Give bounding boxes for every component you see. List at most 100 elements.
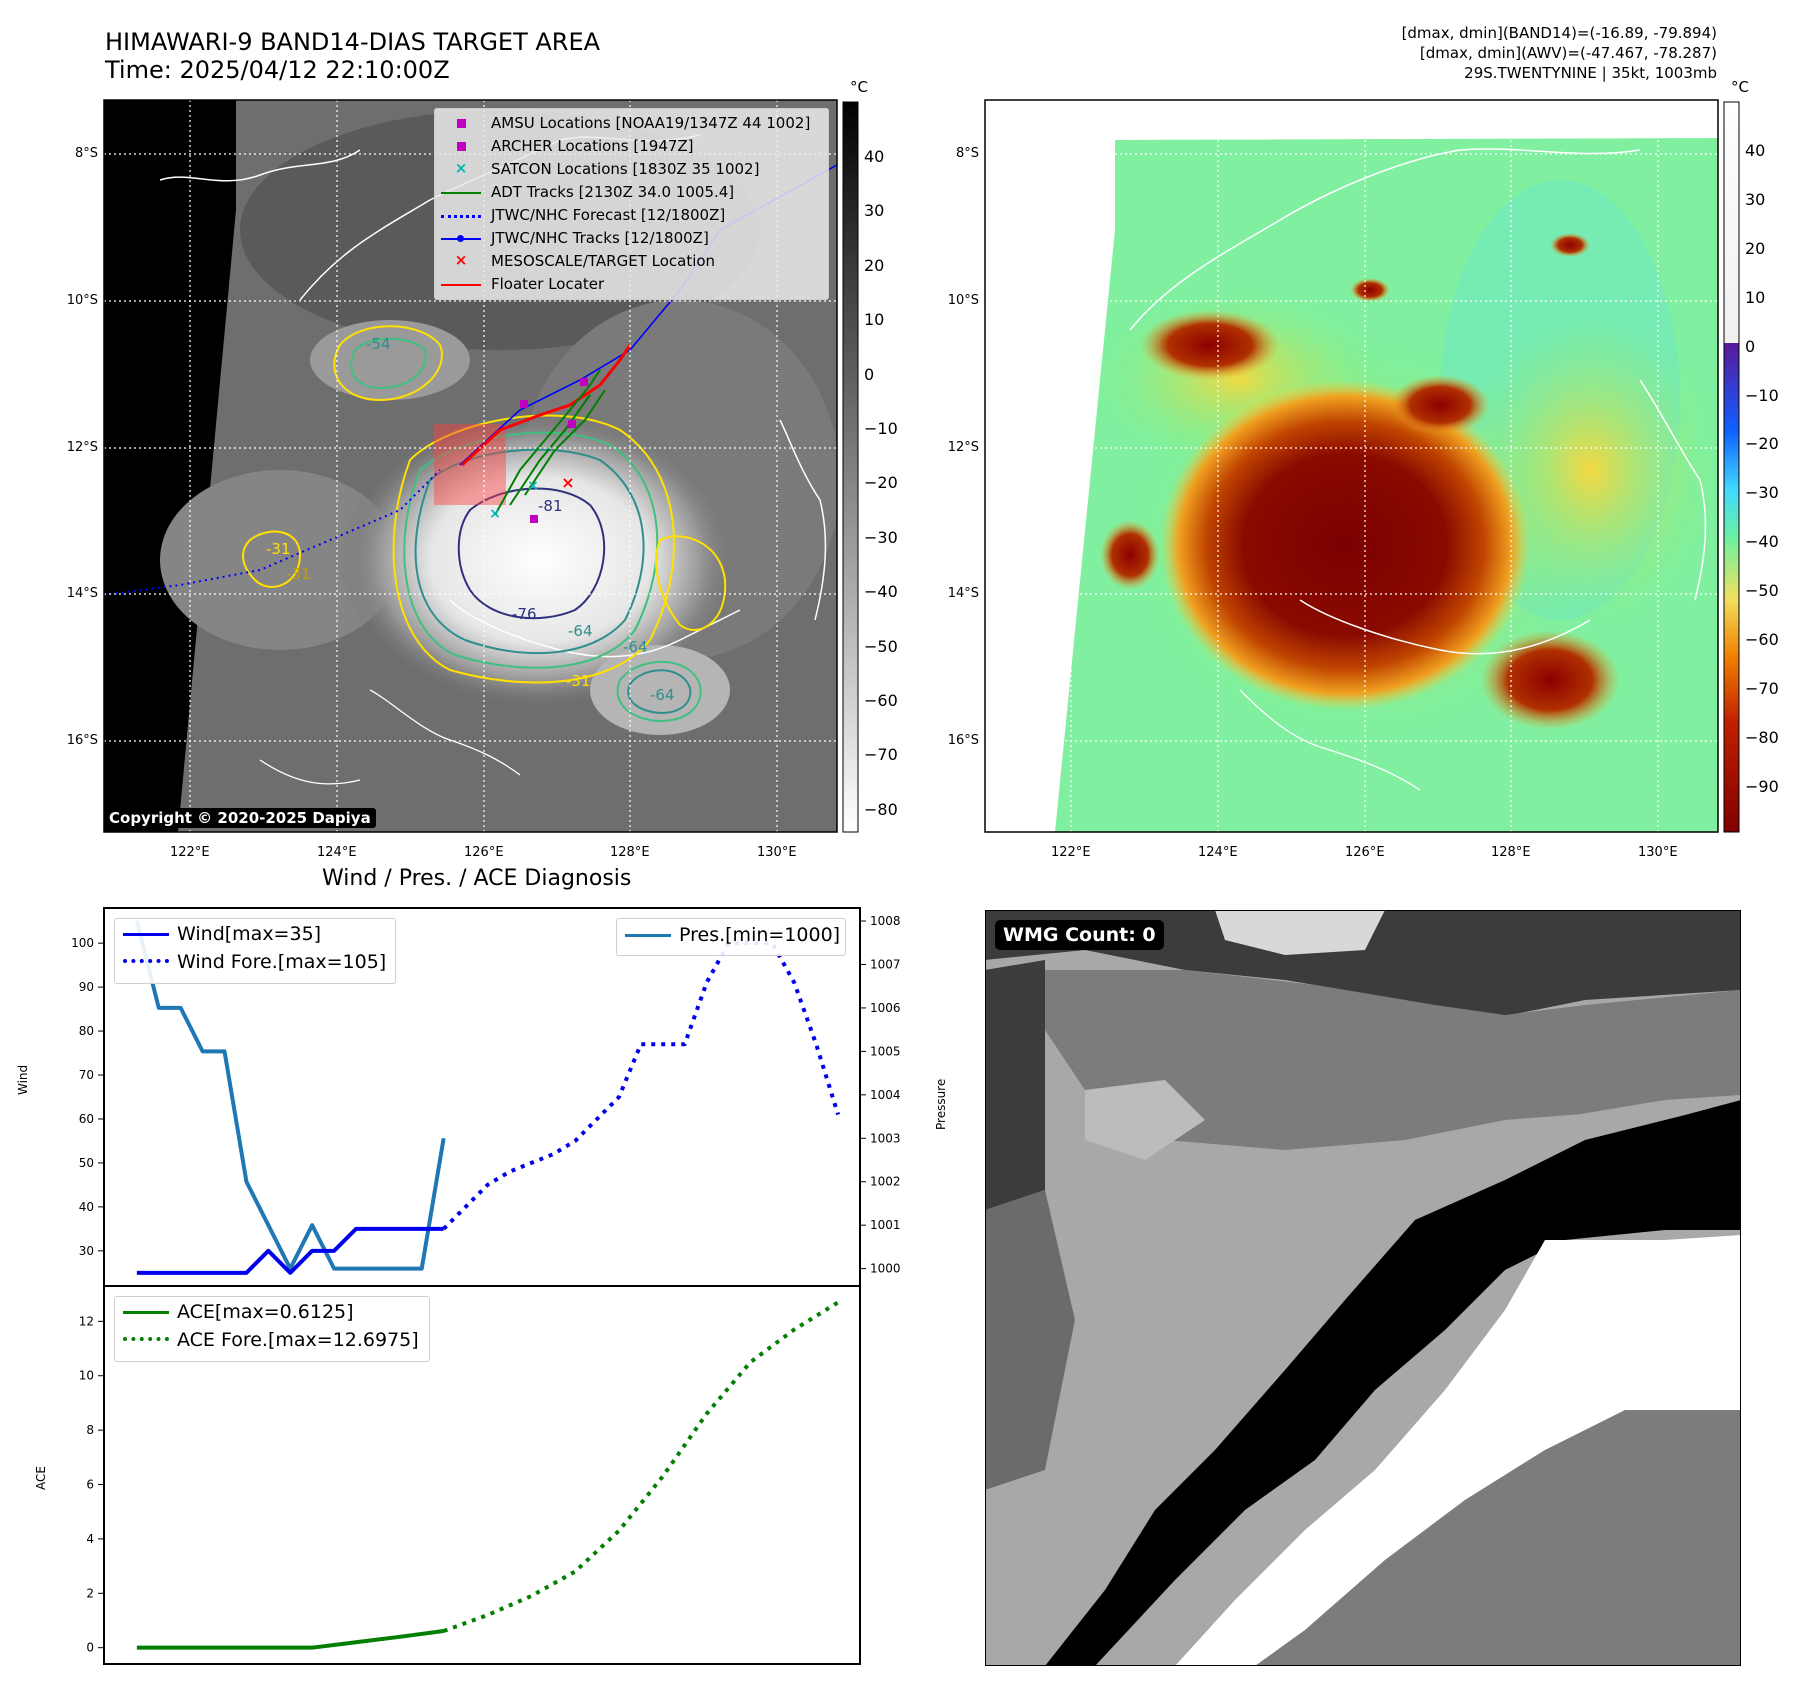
- track-legend-marker: [441, 215, 481, 218]
- colorbar-tick-label: −40: [1745, 532, 1779, 552]
- svg-text:×: ×: [527, 478, 539, 494]
- lon-tick-label: 122°E: [1051, 845, 1091, 860]
- ace-ylabel: ACE: [34, 1466, 48, 1490]
- contour-label: -31: [266, 540, 291, 558]
- pressure-axis-tick-label: 1006: [870, 1001, 900, 1015]
- colorbar-tick-label: −20: [1745, 434, 1779, 454]
- ace-legend: ACE[max=0.6125] ACE Fore.[max=12.6975]: [114, 1296, 430, 1362]
- info-awv-range: [dmax, dmin](AWV)=(-47.467, -78.287): [1419, 44, 1717, 62]
- pressure-ylabel: Pressure: [934, 1078, 948, 1130]
- track-legend-marker: [441, 284, 481, 286]
- track-legend-label: JTWC/NHC Tracks [12/1800Z]: [491, 229, 709, 247]
- colorbar-tick-label: −30: [1745, 483, 1779, 503]
- ace-axis-tick-label: 0: [86, 1641, 94, 1655]
- wind-axis-tick-label: 90: [79, 980, 94, 994]
- track-legend-item: ARCHER Locations [1947Z]: [441, 136, 826, 158]
- info-storm: 29S.TWENTYNINE | 35kt, 1003mb: [1464, 64, 1717, 82]
- series-line-ace-fore-max-: [442, 1300, 840, 1633]
- colorbar-tick-label: 0: [864, 364, 875, 384]
- contour-label: -64: [568, 622, 593, 640]
- pressure-axis-tick-label: 1001: [870, 1218, 900, 1232]
- lon-tick-label: 128°E: [610, 845, 650, 860]
- colorbar-tick-label: −10: [864, 419, 898, 438]
- contour-label: -64: [650, 686, 675, 704]
- track-legend-label: ARCHER Locations [1947Z]: [491, 137, 694, 155]
- ace-axis-tick-label: 2: [86, 1586, 94, 1600]
- colorbar-tick-label: −80: [1745, 727, 1779, 747]
- right-colorbar-ticks: 40 30 20 10 0 −10 −20 −30 −40 −50 −60 −70 −80 −90: [1743, 100, 1793, 830]
- colorbar-tick-label: 0: [1745, 336, 1756, 356]
- track-legend-label: ADT Tracks [2130Z 34.0 1005.4]: [491, 183, 735, 201]
- pressure-legend-label: Pres.[min=1000]: [679, 924, 841, 946]
- colorbar-tick-label: 10: [1745, 287, 1766, 307]
- pressure-axis-tick-label: 1000: [870, 1262, 900, 1276]
- diagnosis-title: Wind / Pres. / ACE Diagnosis: [322, 866, 632, 891]
- lon-tick-label: 126°E: [1345, 845, 1385, 860]
- lat-tick-label: 10°S: [66, 293, 98, 308]
- awv-map-panel: [984, 99, 1740, 833]
- track-legend-label: AMSU Locations [NOAA19/1347Z 44 1002]: [491, 114, 811, 132]
- contour-label: -81: [538, 497, 563, 515]
- track-legend-marker: [441, 119, 481, 128]
- colorbar-tick-label: −50: [1745, 581, 1779, 601]
- lat-tick-label: 10°S: [947, 293, 979, 308]
- colorbar-tick-label: −70: [1745, 678, 1779, 698]
- series-line-wind-max-: [136, 1226, 444, 1275]
- lon-tick-label: 122°E: [170, 845, 210, 860]
- info-band14-range: [dmax, dmin](BAND14)=(-16.89, -79.894): [1401, 24, 1717, 42]
- track-legend-item: ADT Tracks [2130Z 34.0 1005.4]: [441, 182, 826, 204]
- series-line-wind-fore-max-: [442, 941, 840, 1231]
- lat-tick-label: 16°S: [66, 733, 98, 748]
- series-line-ace-max-: [136, 1629, 444, 1650]
- ace-axis-tick-label: 4: [86, 1532, 94, 1546]
- colorbar-tick-label: 30: [864, 201, 885, 221]
- colorbar-tick-label: −50: [864, 636, 898, 656]
- wind-axis-tick-label: 60: [79, 1112, 94, 1126]
- lat-tick-label: 12°S: [66, 440, 98, 455]
- track-legend-item: JTWC/NHC Tracks [12/1800Z]: [441, 228, 826, 250]
- lon-tick-label: 130°E: [1638, 845, 1678, 860]
- wind-ylabel: Wind: [16, 1064, 30, 1095]
- colorbar-tick-label: 30: [1745, 189, 1766, 209]
- diagnosis-chart: 3040506070809010010001001100210031004100…: [71, 907, 900, 1665]
- pressure-axis-tick-label: 1008: [870, 914, 900, 928]
- track-legend-item: Floater Locater: [441, 274, 826, 296]
- copyright-label: Copyright © 2020-2025 Dapiya: [104, 808, 376, 828]
- figure-time: Time: 2025/04/12 22:10:00Z: [105, 56, 450, 84]
- colorbar-tick-label: −30: [864, 527, 898, 547]
- lon-tick-label: 126°E: [464, 845, 504, 860]
- wind-axis-tick-label: 40: [79, 1200, 94, 1214]
- colorbar-tick-label: 40: [864, 147, 885, 166]
- lat-tick-label: 14°S: [947, 586, 979, 601]
- colorbar-tick-label: −60: [864, 691, 898, 710]
- right-colorbar-unit: °C: [1731, 78, 1749, 96]
- colorbar-tick-label: 10: [864, 310, 885, 330]
- left-colorbar-ticks: 40 30 20 10 0 −10 −20 −30 −40 −50 −60 −70 −80: [862, 100, 912, 830]
- track-legend-marker: [441, 142, 481, 151]
- ace-axis-tick-label: 6: [86, 1478, 94, 1492]
- pressure-axis-tick-label: 1003: [870, 1131, 900, 1145]
- track-legend-marker: ×: [454, 159, 468, 177]
- lat-tick-label: 8°S: [74, 146, 98, 161]
- wind-axis-tick-label: 100: [71, 936, 94, 950]
- track-legend-label: JTWC/NHC Forecast [12/1800Z]: [491, 206, 726, 224]
- track-legend-marker: ×: [454, 251, 468, 269]
- ace-plot-frame: [103, 1285, 861, 1665]
- wmg-panel: [985, 910, 1741, 1666]
- colorbar-tick-label: −60: [1745, 630, 1779, 649]
- contour-label: -31: [286, 565, 311, 583]
- colorbar-tick-label: −70: [864, 745, 898, 765]
- left-colorbar-unit: °C: [850, 78, 868, 96]
- lat-tick-label: 8°S: [955, 146, 979, 161]
- ace-axis-tick-label: 10: [79, 1369, 94, 1383]
- colorbar-tick-label: 40: [1745, 141, 1766, 160]
- wind-legend: Wind[max=35] Wind Fore.[max=105]: [114, 918, 396, 984]
- ace-axis-tick-label: 8: [86, 1423, 94, 1437]
- track-legend-label: MESOSCALE/TARGET Location: [491, 252, 716, 270]
- wind-axis-tick-label: 50: [79, 1156, 94, 1170]
- lat-tick-label: 16°S: [947, 733, 979, 748]
- pressure-axis-tick-label: 1007: [870, 957, 900, 971]
- contour-label: -54: [366, 335, 391, 353]
- wind-axis-tick-label: 30: [79, 1244, 94, 1258]
- track-legend-marker: [441, 192, 481, 194]
